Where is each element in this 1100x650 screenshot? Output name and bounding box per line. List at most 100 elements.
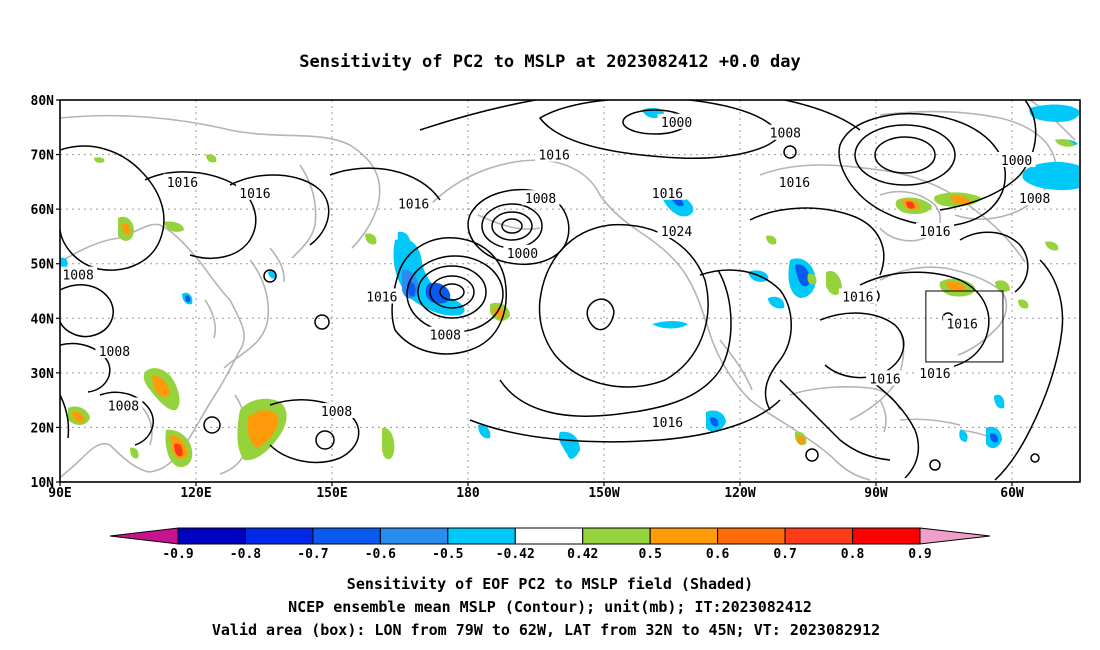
contour-label: 1016 [842, 290, 873, 305]
shade-patch [946, 281, 966, 292]
lon-tick-label: 120E [180, 486, 211, 501]
colorbar-segment [514, 527, 584, 545]
lat-tick-label: 70N [31, 149, 55, 164]
shade-patch [995, 280, 1010, 292]
shade-patch [797, 435, 805, 445]
contour-label-bg [915, 222, 954, 238]
contour-label: 1016 [366, 290, 397, 305]
colorbar-segment [244, 527, 314, 545]
contour-label: 1008 [770, 127, 801, 142]
colorbar-tick-label: 0.7 [773, 547, 796, 562]
colorbar-segment [649, 527, 719, 545]
lat-tick-label: 60N [31, 203, 55, 218]
contour-label-bg [657, 113, 696, 129]
shade-patch [1029, 104, 1080, 122]
contour-label-bg [104, 397, 143, 413]
lon-tick-label: 180 [456, 486, 480, 501]
contour-label-bg [503, 244, 542, 260]
colorbar-tick-label: -0.6 [365, 547, 396, 562]
map-frame [59, 99, 1081, 483]
contour-label: 1024 [661, 225, 692, 240]
colorbar-high-arrow [919, 527, 991, 545]
colorbar-tick-label: -0.9 [162, 547, 193, 562]
shade-patch [807, 273, 817, 285]
shade-patch [959, 430, 968, 442]
contour-label-bg [866, 370, 905, 386]
footer-line-1: Sensitivity of EOF PC2 to MSLP field (Sh… [347, 575, 753, 593]
contour-label: 1016 [398, 198, 429, 213]
shade-patch [795, 264, 810, 287]
contour-label-bg [235, 184, 274, 200]
contour-label: 1016 [919, 225, 950, 240]
contour-label-bg [648, 184, 687, 200]
shade-patch [478, 424, 491, 439]
colorbar-tick-label: -0.5 [432, 547, 463, 562]
contour-label-bg [775, 173, 814, 189]
lat-tick-label: 20N [31, 421, 55, 436]
shade-patch [710, 417, 719, 427]
shade-patch [906, 201, 915, 209]
shade-patch [652, 321, 688, 329]
contour-label-bg [766, 124, 805, 140]
sensitivity-shading [60, 104, 1080, 468]
shade-patch [164, 221, 184, 232]
shade-patch [382, 427, 395, 460]
shade-patch [60, 257, 68, 268]
colorbar-tick-label: -0.7 [297, 547, 328, 562]
shade-patch [1045, 241, 1059, 251]
colorbar-tick-label: -0.8 [230, 547, 261, 562]
colorbar: -0.9 -0.8 -0.7 -0.6 -0.5 -0.42 0.42 0.5 0.6 0.7 0.… [109, 527, 991, 562]
contour-label: 1008 [525, 192, 556, 207]
shade-patch [94, 157, 105, 163]
contour-labels: 1016 1016 1016 1008 1016 1016 1016 1000 1008 1000… [59, 113, 1054, 431]
shade-patch [990, 433, 999, 443]
contour-label: 1000 [507, 247, 538, 262]
contour-label-bg [394, 195, 433, 211]
shade-patch [950, 195, 971, 205]
shade-patch [365, 233, 377, 245]
colorbar-tick-label: 0.9 [908, 547, 931, 562]
colorbar-segment [717, 527, 786, 545]
shade-patch [768, 296, 785, 309]
shade-patch [185, 295, 191, 303]
valid-area-box [925, 290, 1004, 363]
colorbar-segment [312, 527, 381, 545]
contour-label-bg [915, 364, 954, 380]
contour-label-bg [521, 190, 560, 206]
shade-patch [1018, 299, 1029, 309]
colorbar-low-arrow [109, 527, 179, 545]
contour-label-bg [163, 173, 202, 189]
colorbar-tick-label: 0.42 [567, 547, 598, 562]
contour-label-bg [1015, 190, 1054, 206]
lon-tick-label: 120W [724, 486, 755, 501]
contour-label: 1016 [919, 367, 950, 382]
shade-patch [130, 447, 139, 459]
contour-label: 1008 [321, 405, 352, 420]
contour-label-bg [426, 326, 465, 342]
lat-tick-label: 50N [31, 258, 55, 273]
contour-label: 1000 [661, 116, 692, 131]
shade-patch [558, 431, 580, 459]
shade-patch [247, 410, 279, 448]
colorbar-tick-label: -0.42 [496, 547, 535, 562]
shade-patch [766, 235, 777, 245]
lat-tick-label: 10N [31, 476, 55, 491]
contour-label: 1016 [239, 187, 270, 202]
contour-label-bg [838, 288, 877, 304]
colorbar-segment [447, 527, 516, 545]
shade-patch [206, 154, 217, 163]
shade-patch [397, 231, 411, 250]
contour-label-bg [535, 146, 574, 162]
contour-label: 1008 [430, 329, 461, 344]
mslp-contours [60, 100, 1064, 481]
lat-lon-grid [60, 100, 1080, 482]
contour-label-bg [657, 222, 696, 238]
shade-patch [152, 375, 170, 397]
colorbar-segment [177, 527, 246, 545]
contour-label: 1016 [779, 176, 810, 191]
colorbar-tick-label: 0.6 [706, 547, 730, 562]
shade-patch [407, 281, 416, 297]
lon-tick-label: 90W [864, 486, 888, 501]
contour-label-bg [362, 288, 401, 304]
